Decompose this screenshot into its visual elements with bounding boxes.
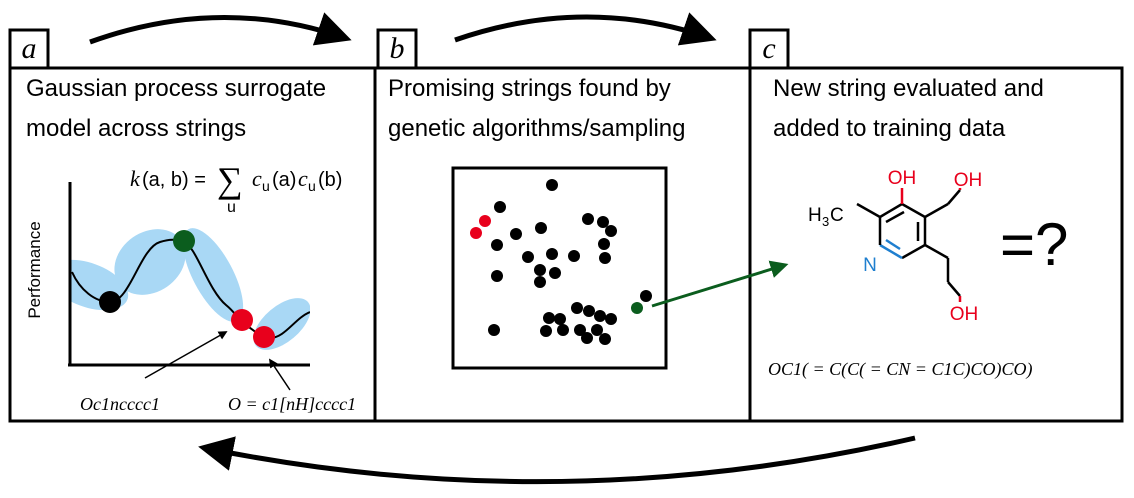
panel-c-frame	[748, 66, 1124, 423]
svg-text:C: C	[830, 205, 844, 226]
svg-text:(b): (b)	[318, 169, 342, 191]
svg-text:(a, b) =: (a, b) =	[142, 169, 206, 191]
panel-b-title-line1: Promising strings found by	[388, 75, 671, 102]
atom-methyl: H 3 C	[808, 205, 844, 229]
gp-point-black	[99, 291, 121, 313]
panel-b-title-line2: genetic algorithms/sampling	[388, 115, 685, 142]
panel-c-title-line1: New string evaluated and	[773, 75, 1044, 102]
panel-a-letter: a	[22, 32, 37, 65]
svg-text:k: k	[130, 166, 141, 191]
atom-oh-right: OH	[954, 170, 983, 191]
svg-text:H: H	[808, 205, 822, 226]
gp-point-green	[173, 230, 195, 252]
arrow-a-to-b	[89, 12, 352, 46]
panel-a-title-line2: model across strings	[26, 115, 246, 142]
sample-points	[488, 179, 652, 345]
svg-text:(a): (a)	[272, 169, 296, 191]
arrow-b-to-c	[454, 12, 717, 46]
atom-oh-top: OH	[888, 168, 917, 189]
gp-point-red-1	[231, 309, 253, 331]
svg-text:c: c	[252, 166, 262, 191]
panel-b-tab	[376, 28, 418, 70]
y-axis-label: Performance	[25, 221, 44, 318]
panel-a-tab	[8, 28, 50, 70]
sample-point-red-2	[470, 227, 482, 239]
arrow-selected-to-molecule	[651, 260, 789, 308]
svg-text:u: u	[227, 199, 236, 216]
sample-point-green	[631, 302, 643, 314]
equals-question: =?	[1000, 211, 1068, 278]
string-label-left: Oc1ncccc1	[80, 394, 160, 414]
panel-c-tab	[748, 28, 790, 70]
atom-oh-bottom: OH	[950, 304, 979, 325]
kernel-formula: k (a, b) = ∑ u c u (a) c u (b)	[130, 160, 342, 216]
atom-n: N	[863, 255, 877, 276]
svg-text:u: u	[308, 178, 316, 194]
string-label-right: O = c1[nH]cccc1	[228, 394, 356, 414]
sample-point-red-1	[479, 215, 491, 227]
svg-text:c: c	[298, 166, 308, 191]
molecule-structure	[856, 188, 962, 302]
svg-text:u: u	[262, 178, 270, 194]
svg-text:3: 3	[822, 214, 829, 229]
smiles-string: OC1( = C(C( = CN = C1C)CO)CO)	[768, 359, 1032, 380]
panel-b-letter: b	[390, 32, 405, 65]
panel-c-letter: c	[762, 32, 775, 65]
panel-c-title-line2: added to training data	[773, 115, 1006, 142]
svg-text:∑: ∑	[217, 160, 243, 200]
panel-a-title-line1: Gaussian process surrogate	[26, 75, 326, 102]
gp-point-red-2	[253, 326, 275, 348]
arrow-c-to-a	[198, 435, 916, 485]
sampling-box	[451, 166, 668, 370]
arrow-string-right	[269, 358, 291, 391]
arrow-string-left	[144, 331, 228, 379]
